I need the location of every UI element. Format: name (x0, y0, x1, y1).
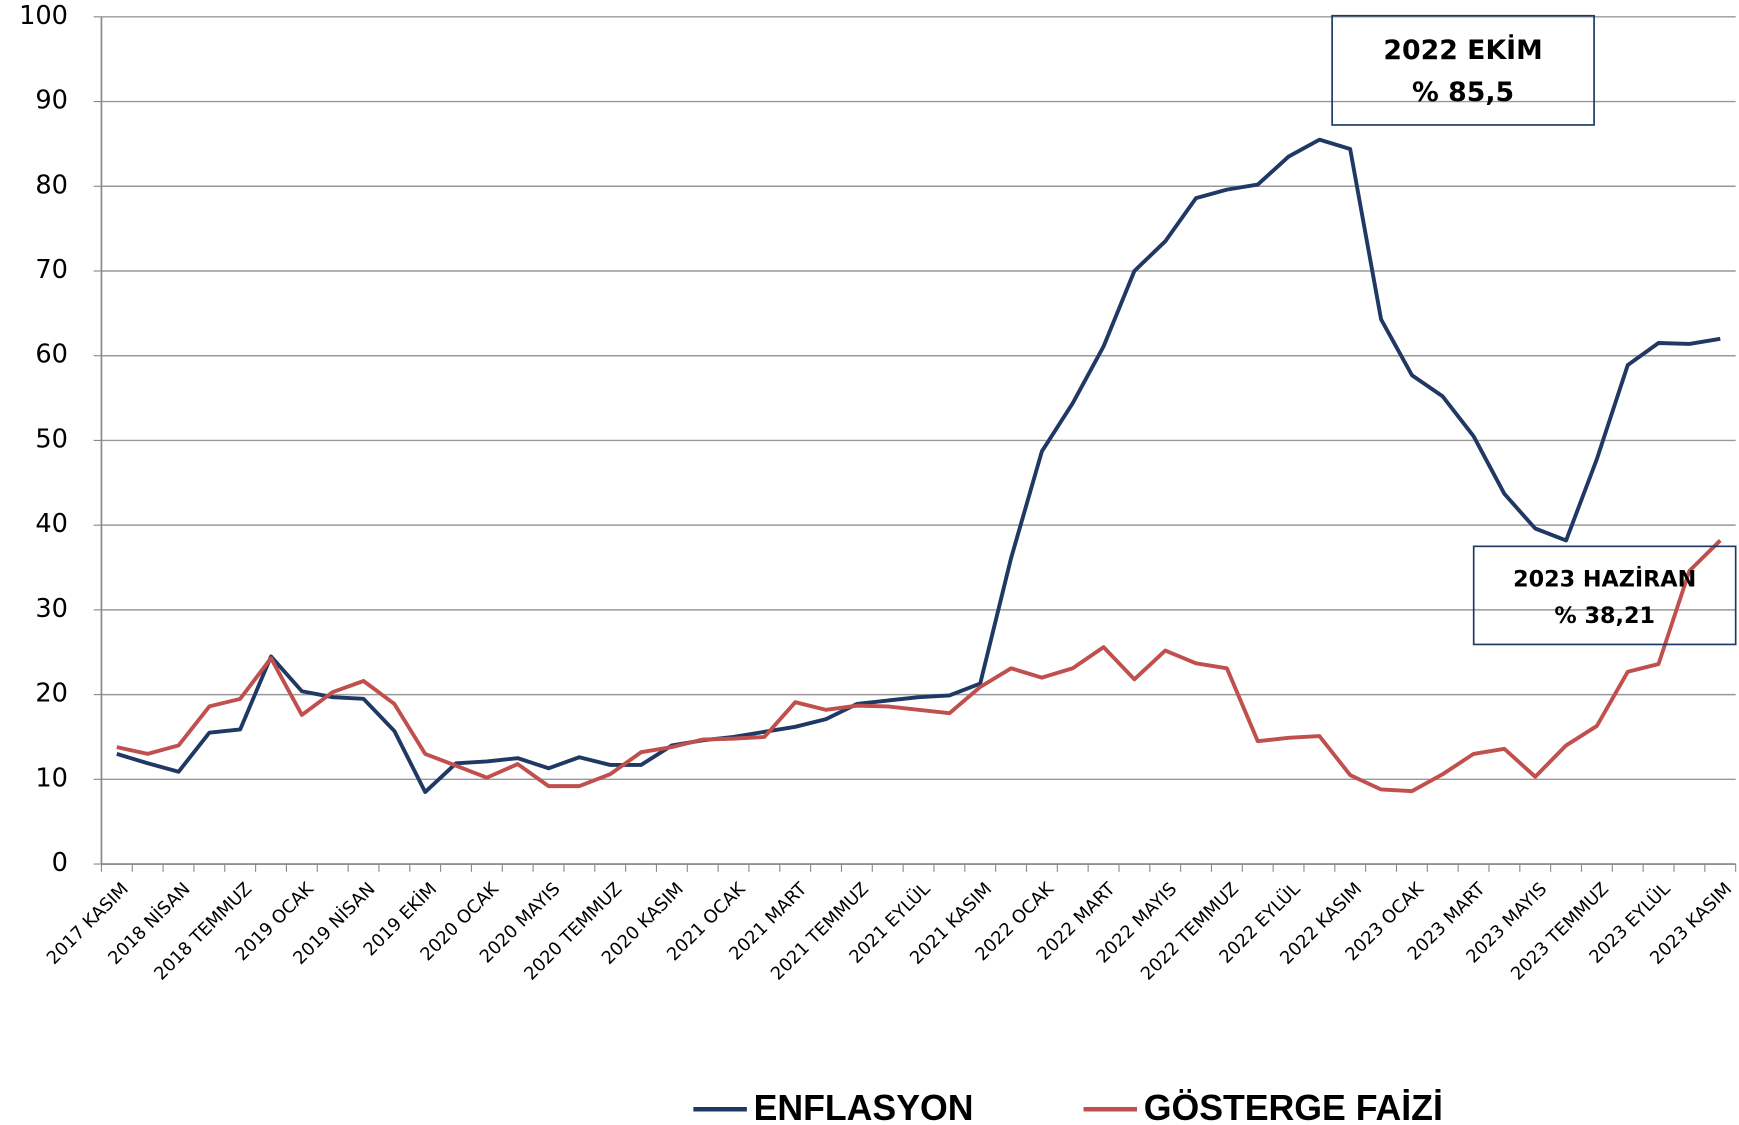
y-tick-label: 30 (35, 594, 68, 624)
legend-label: GÖSTERGE FAİZİ (1144, 1088, 1443, 1125)
annotation-text: % 85,5 (1412, 77, 1514, 108)
y-tick-label: 10 (35, 763, 68, 793)
annotation-text: 2022 EKİM (1383, 34, 1542, 66)
annotation-box (1331, 14, 1595, 126)
y-tick-label: 0 (52, 848, 68, 878)
y-tick-label: 60 (35, 340, 68, 370)
series-line (116, 539, 1722, 794)
y-tick-label: 100 (19, 1, 68, 31)
y-tick-label: 70 (35, 255, 68, 285)
y-tick-label: 40 (35, 509, 68, 539)
y-tick-label: 50 (35, 424, 68, 454)
y-tick-label: 90 (35, 86, 68, 116)
y-tick-label: 80 (35, 170, 68, 200)
series-line (116, 137, 1721, 794)
annotation-text: 2023 HAZİRAN (1513, 564, 1696, 592)
annotation-box (1472, 545, 1737, 646)
legend-label: ENFLASYON (754, 1088, 974, 1125)
annotation-text: % 38,21 (1554, 603, 1655, 629)
y-tick-label: 20 (35, 679, 68, 709)
